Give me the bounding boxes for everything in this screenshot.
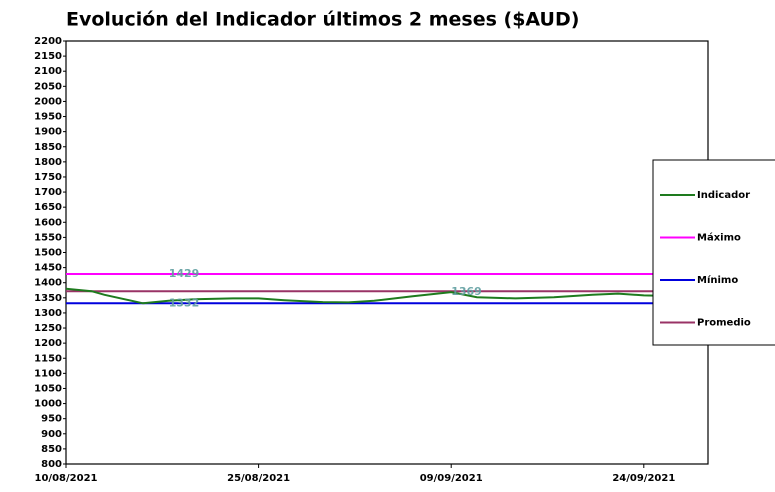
y-tick-label: 2000 bbox=[34, 96, 62, 107]
series-line bbox=[65, 287, 709, 305]
y-tick-label: 1250 bbox=[34, 323, 62, 334]
x-tick-label: 25/08/2021 bbox=[227, 473, 290, 484]
legend-box bbox=[652, 159, 775, 346]
y-tick-label: 1900 bbox=[34, 127, 62, 138]
y-tick-label: 1550 bbox=[34, 232, 62, 243]
x-tick-label: 10/08/2021 bbox=[35, 473, 98, 484]
legend-label: Indicador bbox=[697, 190, 750, 201]
y-tick-label: 2050 bbox=[34, 81, 62, 92]
y-tick-label: 1950 bbox=[34, 112, 62, 123]
annotation: 1369 bbox=[451, 285, 482, 298]
annotation: 1332 bbox=[169, 296, 200, 309]
y-tick-label: 2100 bbox=[34, 66, 62, 77]
legend-label: Máximo bbox=[697, 232, 741, 244]
y-tick-label: 1150 bbox=[34, 353, 62, 364]
y-tick-label: 1000 bbox=[34, 399, 62, 410]
y-tick-label: 1700 bbox=[34, 187, 62, 198]
legend-label: Mínimo bbox=[697, 274, 738, 286]
y-tick-label: 1350 bbox=[34, 293, 62, 304]
y-tick-label: 900 bbox=[41, 429, 62, 440]
y-tick-label: 950 bbox=[41, 414, 62, 425]
y-tick-label: 1400 bbox=[34, 278, 62, 289]
legend: Indicador Máximo Mínimo Promedio bbox=[652, 159, 775, 346]
y-tick-label: 1100 bbox=[34, 368, 62, 379]
y-tick-label: 2150 bbox=[34, 51, 62, 62]
y-tick-label: 1300 bbox=[34, 308, 62, 319]
y-tick-label: 1600 bbox=[34, 217, 62, 228]
y-tick-label: 850 bbox=[41, 444, 62, 455]
legend-label: Promedio bbox=[697, 318, 751, 329]
y-tick-label: 1050 bbox=[34, 383, 62, 394]
y-tick-label: 1450 bbox=[34, 263, 62, 274]
x-tick-label: 09/09/2021 bbox=[420, 473, 483, 484]
y-tick-label: 1500 bbox=[34, 248, 62, 259]
y-tick-label: 2200 bbox=[34, 36, 62, 47]
y-tick-label: 1650 bbox=[34, 202, 62, 213]
x-tick-label: 24/09/2021 bbox=[612, 473, 675, 484]
y-tick-label: 1800 bbox=[34, 157, 62, 168]
annotation: 1429 bbox=[169, 267, 200, 280]
y-tick-label: 1200 bbox=[34, 338, 62, 349]
y-tick-label: 1850 bbox=[34, 142, 62, 153]
y-tick-label: 1750 bbox=[34, 172, 62, 183]
y-tick-label: 800 bbox=[41, 459, 62, 470]
chart-title: Evolución del Indicador últimos 2 meses … bbox=[66, 9, 579, 31]
